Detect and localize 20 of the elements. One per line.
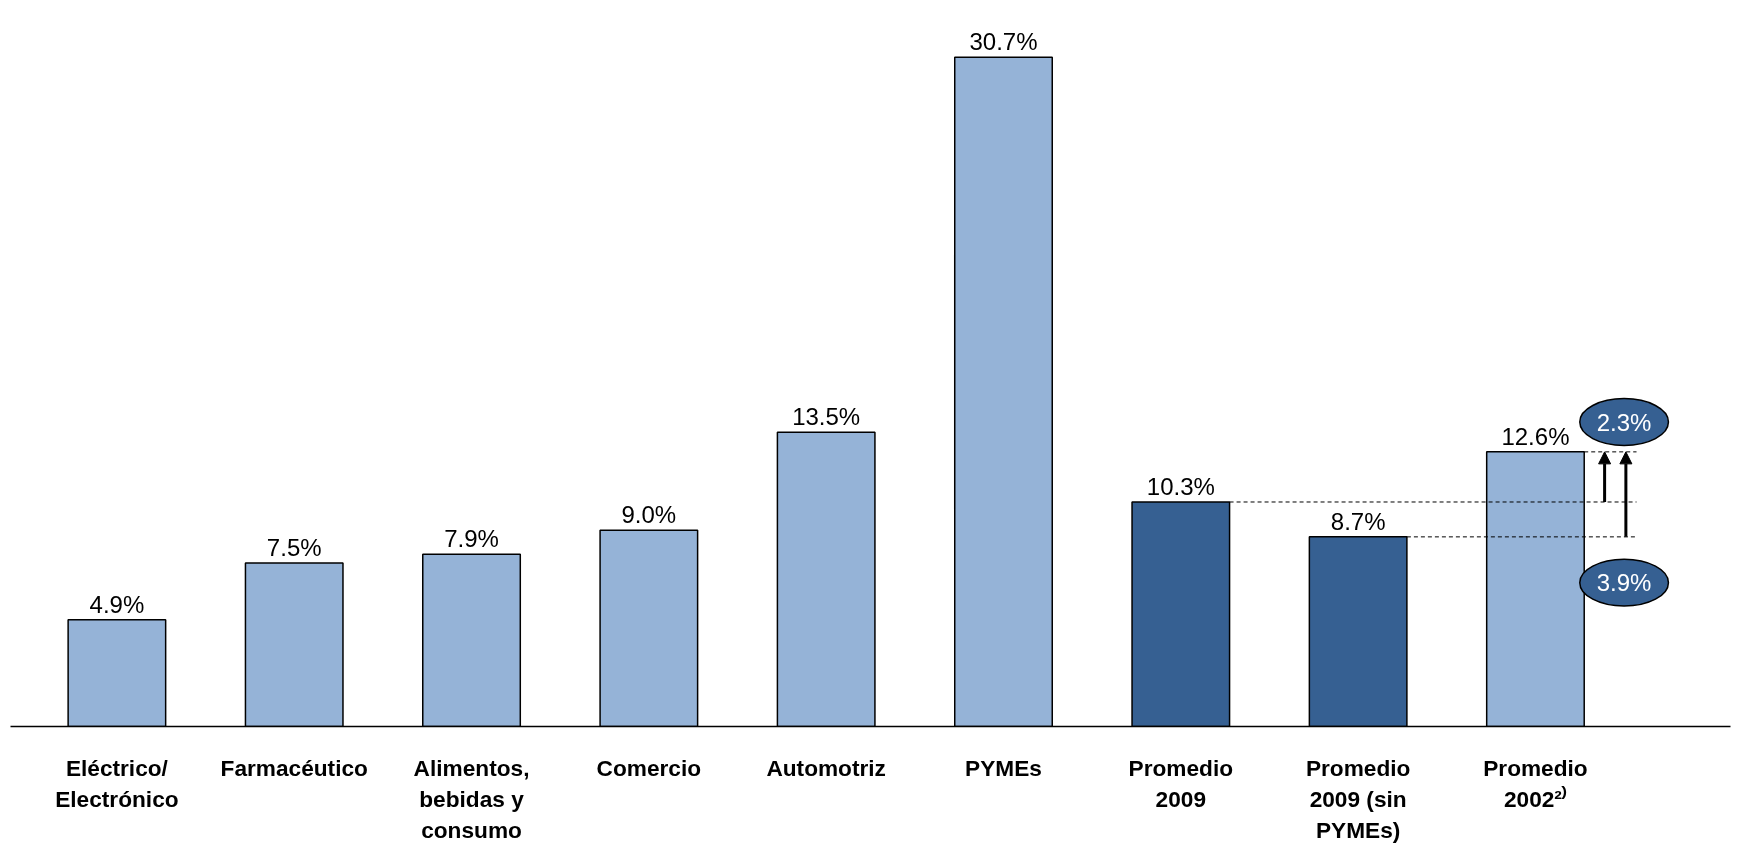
x-tick-label: Alimentos, bebidas y consumo bbox=[413, 754, 530, 843]
annotation: 2.3% bbox=[1596, 408, 1652, 436]
x-tick-label: Eléctrico/ Electrónico bbox=[55, 754, 179, 812]
data-label: 9.0% bbox=[621, 501, 677, 529]
x-tick-label: Promedio 2002²⁾ bbox=[1483, 754, 1588, 812]
x-tick-label: Farmacéutico bbox=[220, 754, 368, 781]
data-label: 8.7% bbox=[1330, 507, 1386, 535]
data-label: 13.5% bbox=[792, 403, 861, 431]
data-label: 7.5% bbox=[266, 534, 322, 562]
x-tick-label: Automotriz bbox=[766, 754, 886, 781]
x-tick-label: Comercio bbox=[596, 754, 702, 781]
data-label: 4.9% bbox=[89, 590, 145, 618]
annotation: 3.9% bbox=[1596, 569, 1652, 597]
data-label: 10.3% bbox=[1146, 472, 1215, 500]
data-label: 7.9% bbox=[444, 525, 499, 553]
x-tick-label: Promedio 2009 bbox=[1128, 754, 1234, 812]
x-tick-label: Promedio 2009 (sin PYMEs) bbox=[1305, 754, 1411, 843]
x-tick-label: PYMEs bbox=[965, 754, 1042, 781]
data-label: 12.6% bbox=[1501, 422, 1570, 450]
data-label: 30.7% bbox=[969, 28, 1038, 56]
